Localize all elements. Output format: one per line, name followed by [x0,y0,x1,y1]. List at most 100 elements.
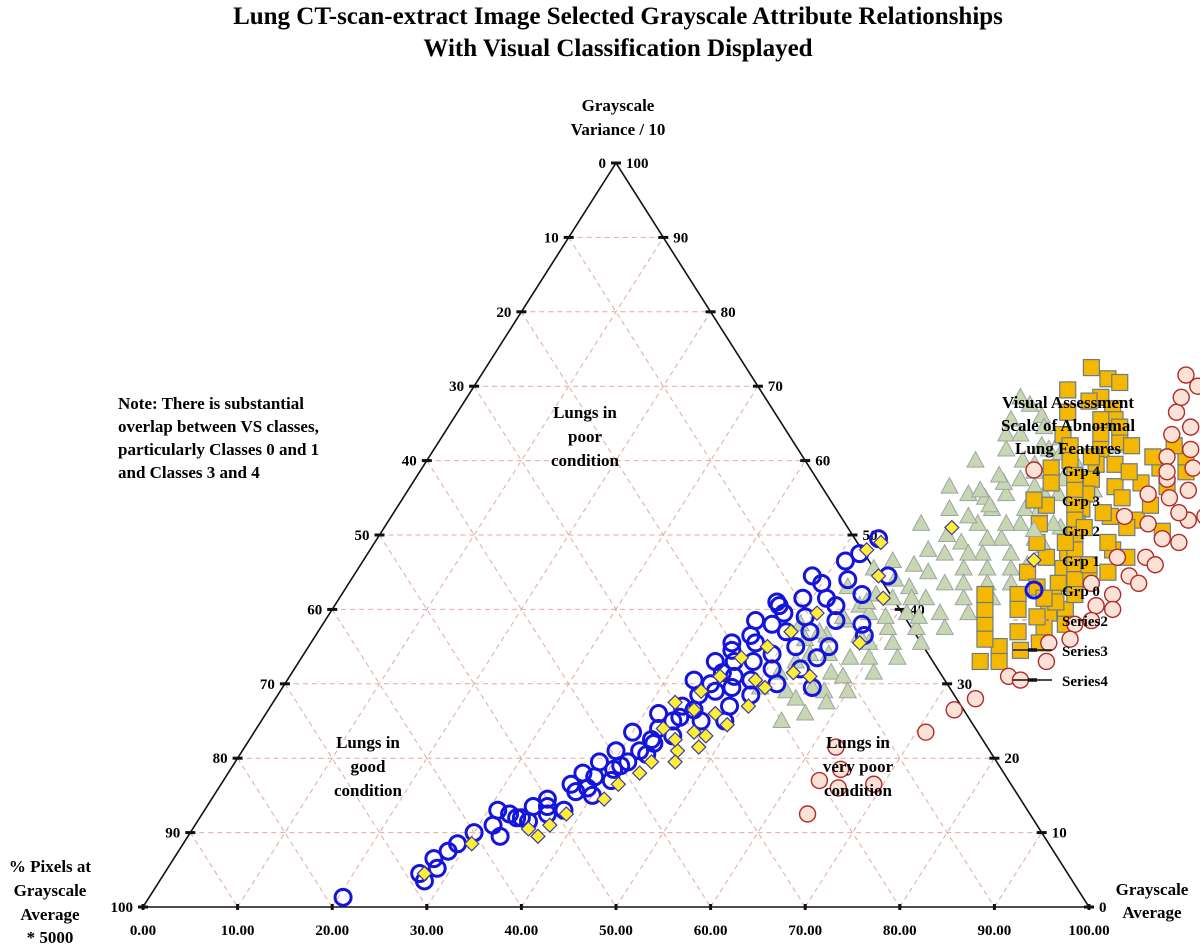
grp-3-point [1111,418,1129,436]
grp-2-point [1011,469,1030,487]
grp-4-point [945,701,963,719]
grp-3-point [1122,437,1141,455]
left-tick-label-4: 40 [402,454,417,470]
right-tick-label-2: 20 [1004,751,1019,767]
grp-4-point [1163,425,1181,444]
grp-1-point [740,698,757,714]
legend-marker-grp-2 [1024,519,1044,537]
data-points [333,359,1200,907]
grp-0-point [424,849,444,869]
grp-3-point [1099,533,1117,552]
grp-3-point [976,615,994,633]
grp-4-point [798,805,817,823]
grp-2-point [833,666,853,684]
grp-2-point [859,647,879,665]
grp-1-point [655,720,672,737]
legend: Visual Assessment Scale of Abnormal Lung… [1001,393,1135,690]
grp-1-point [802,668,818,685]
grp-3-point [990,652,1008,671]
grp-2-point [902,588,921,606]
left-tick-label-8: 80 [213,751,228,767]
right-tick-label-10: 100 [626,156,649,172]
grp-4-point [1082,611,1101,630]
grp-1-point [416,865,433,882]
grp-1-point [747,672,764,688]
grp-4-point [1181,418,1200,436]
legend-marker-grp-0 [1024,580,1044,600]
grp-4-point [1158,463,1176,481]
region-poor-line2: poor [568,427,602,446]
series-grp-4 [798,366,1200,823]
grp-1-point [669,742,686,759]
grp-3-point [1075,518,1093,537]
grp-1-point [643,754,660,770]
axis-ticks: 000.00101010.00202020.00303030.00404040.… [111,156,1110,939]
grp-2-point [935,617,955,635]
grid-line-average-40 [520,460,806,908]
grp-1-point [596,791,613,807]
grp-4-point [917,723,935,741]
grp-1-point [667,754,683,770]
grp-2-point [1011,513,1030,531]
grp-2-point [911,632,931,650]
grp-1-point [686,701,702,718]
grp-2-point [897,603,917,621]
series-grp-0 [333,529,898,907]
grp-0-point [623,722,643,742]
grp-1-point [631,765,648,781]
bottom-tick-label-6: 60.00 [694,923,728,939]
grp-0-point [511,808,531,828]
region-good-line2: good [351,757,387,776]
grp-4-point [1115,507,1134,526]
grp-2-point [977,558,997,576]
grp-2-point [973,543,992,561]
grp-1-point [858,542,875,558]
grp-2-point [772,710,791,728]
grp-4-point [1189,377,1200,395]
grp-1-point [870,568,887,584]
grp-4-point [1160,489,1179,507]
grp-0-point [852,585,872,605]
grp-1-point [719,716,736,733]
note-line3: particularly Classes 0 and 1 [118,440,319,459]
grp-2-point [954,573,973,591]
legend-label-grp0: Grp 0 [1062,584,1100,600]
bottom-tick-label-9: 90.00 [978,923,1012,939]
grp-0-point [611,756,631,776]
grp-0-point [691,711,711,731]
grp-3-point [1082,359,1100,377]
region-good-line1: Lungs in [336,733,400,752]
grp-1-point [943,519,960,536]
legend-marker-grp-1 [1026,552,1042,568]
grp-2-point [1001,409,1021,427]
grp-3-point [1080,556,1098,574]
grp-1-point [851,635,868,651]
grp-0-point [852,614,872,634]
region-good-line3: condition [334,781,403,800]
right-tick-label-6: 60 [815,454,830,470]
grp-3-point [1056,533,1074,552]
grp-2-point [930,603,950,621]
grp-0-point [585,767,605,787]
grp-4-point [1196,509,1200,524]
region-very-poor-line3: condition [824,781,893,800]
legend-marker-grp-3 [1025,491,1043,509]
bottom-tick-label-5: 50.00 [599,923,633,939]
grp-0-point [807,648,827,668]
right-tick-label-7: 70 [768,379,783,395]
grp-2-point [940,476,959,494]
grp-1-point [520,821,537,837]
right-axis-label-line1: Grayscale [1116,880,1189,899]
grp-2-point [916,588,936,606]
grp-2-point [840,647,860,665]
grp-3-point [1111,373,1129,392]
grp-4-point [1061,630,1079,648]
grp-3-point [1059,381,1077,399]
grp-2-point [935,573,955,591]
grp-2-point [1044,513,1063,531]
left-axis-label-line3: Average [20,905,80,924]
grp-4-point [810,771,829,790]
bottom-tick-label-0: 0.00 [130,923,156,939]
grp-3-point [1028,608,1046,626]
grp-4-point [1040,634,1058,652]
